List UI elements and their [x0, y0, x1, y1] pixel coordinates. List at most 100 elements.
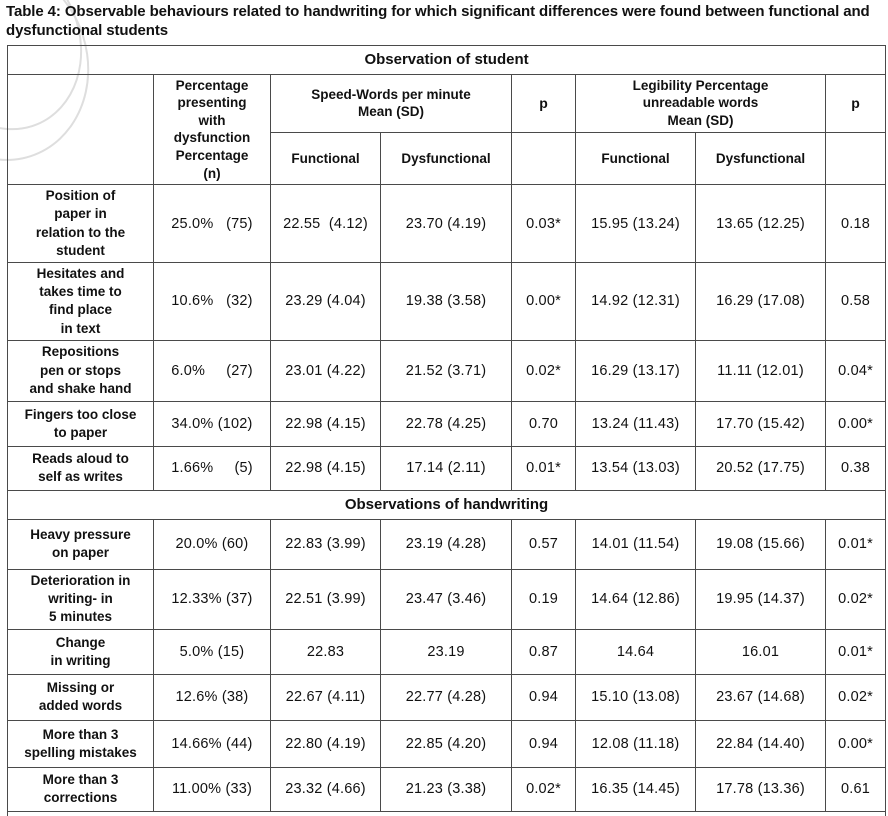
column-header-legibility: Legibility Percentage unreadable words M…	[575, 73, 826, 133]
behaviour-label: Position of paper in relation to the stu…	[7, 184, 154, 263]
observation-table: Observation of student Percentage presen…	[6, 44, 887, 816]
p-speed-cell: 0.02*	[511, 766, 576, 812]
legibility-dysfunctional-cell: 19.08 (15.66)	[695, 518, 826, 570]
speed-dysfunctional-cell: 23.19	[380, 628, 512, 675]
legibility-dysfunctional-cell: 22.84 (14.40)	[695, 719, 826, 768]
speed-functional-cell: 22.83	[270, 628, 381, 675]
speed-functional-cell: 23.32 (4.66)	[270, 766, 381, 812]
table-row: Heavy pressure on paper 20.0% (60) 22.83…	[7, 518, 887, 570]
footnote-row: Significance set p≤ 0.05	[6, 810, 887, 816]
speed-dysfunctional-cell: 23.19 (4.28)	[380, 518, 512, 570]
header-row-upper: Percentage presenting with dysfunction P…	[7, 73, 887, 186]
empty-corner-cell	[7, 73, 154, 186]
speed-dysfunctional-cell: 23.70 (4.19)	[380, 184, 512, 263]
speed-dysfunctional-cell: 21.23 (3.38)	[380, 766, 512, 812]
legibility-functional-cell: 14.01 (11.54)	[575, 518, 696, 570]
table-row: Position of paper in relation to the stu…	[7, 184, 887, 263]
pct-cell: 11.00% (33)	[153, 766, 271, 812]
p-legibility-cell: 0.00*	[824, 400, 887, 447]
p-legibility-cell: 0.18	[824, 184, 887, 263]
legibility-functional-cell: 15.95 (13.24)	[575, 184, 696, 263]
legibility-functional-cell: 16.35 (14.45)	[575, 766, 696, 812]
p-legibility-cell: 0.04*	[824, 339, 887, 402]
behaviour-label: More than 3 corrections	[7, 766, 154, 812]
behaviour-label: Change in writing	[7, 628, 154, 675]
legibility-dysfunctional-cell: 20.52 (17.75)	[695, 445, 826, 491]
pct-cell: 25.0% (75)	[153, 184, 271, 263]
speed-functional-cell: 23.01 (4.22)	[270, 339, 381, 402]
section-band-row: Observation of student	[6, 44, 887, 75]
legibility-dysfunctional-cell: 13.65 (12.25)	[695, 184, 826, 263]
behaviour-label: Deterioration in writing- in 5 minutes	[7, 568, 154, 630]
behaviour-label: Hesitates and takes time to find place i…	[7, 261, 154, 341]
behaviour-label: Reads aloud to self as writes	[7, 445, 154, 491]
speed-functional-cell: 22.51 (3.99)	[270, 568, 381, 630]
speed-functional-cell: 22.55 (4.12)	[270, 184, 381, 263]
behaviour-label: More than 3 spelling mistakes	[7, 719, 154, 768]
section-header-student: Observation of student	[6, 44, 887, 75]
pct-cell: 34.0% (102)	[153, 400, 271, 447]
p-speed-cell: 0.94	[511, 673, 576, 721]
section-band-row: Observations of handwriting	[6, 489, 887, 520]
speed-functional-cell: 22.98 (4.15)	[270, 445, 381, 491]
p-legibility-cell: 0.01*	[824, 628, 887, 675]
speed-dysfunctional-cell: 17.14 (2.11)	[380, 445, 512, 491]
speed-dysfunctional-cell: 21.52 (3.71)	[380, 339, 512, 402]
legibility-functional-cell: 16.29 (13.17)	[575, 339, 696, 402]
legibility-functional-cell: 14.64 (12.86)	[575, 568, 696, 630]
empty-cell	[511, 131, 576, 186]
p-speed-cell: 0.87	[511, 628, 576, 675]
table-row: Hesitates and takes time to find place i…	[7, 261, 887, 341]
subheader-speed-functional: Functional	[270, 131, 381, 186]
speed-dysfunctional-cell: 22.77 (4.28)	[380, 673, 512, 721]
subheader-speed-dysfunctional: Dysfunctional	[380, 131, 512, 186]
speed-functional-cell: 22.98 (4.15)	[270, 400, 381, 447]
speed-dysfunctional-cell: 23.47 (3.46)	[380, 568, 512, 630]
column-header-speed: Speed-Words per minute Mean (SD)	[270, 73, 512, 133]
pct-cell: 12.33% (37)	[153, 568, 271, 630]
speed-functional-cell: 23.29 (4.04)	[270, 261, 381, 341]
subheader-legibility-functional: Functional	[575, 131, 696, 186]
table-row: Fingers too close to paper 34.0% (102) 2…	[7, 400, 887, 447]
speed-functional-cell: 22.67 (4.11)	[270, 673, 381, 721]
speed-functional-cell: 22.83 (3.99)	[270, 518, 381, 570]
speed-functional-cell: 22.80 (4.19)	[270, 719, 381, 768]
legibility-dysfunctional-cell: 17.78 (13.36)	[695, 766, 826, 812]
legibility-dysfunctional-cell: 16.29 (17.08)	[695, 261, 826, 341]
p-speed-cell: 0.70	[511, 400, 576, 447]
p-speed-cell: 0.02*	[511, 339, 576, 402]
empty-cell	[824, 131, 887, 186]
legibility-dysfunctional-cell: 17.70 (15.42)	[695, 400, 826, 447]
p-legibility-cell: 0.02*	[824, 673, 887, 721]
section-header-handwriting: Observations of handwriting	[6, 489, 887, 520]
behaviour-label: Repositions pen or stops and shake hand	[7, 339, 154, 402]
header-row-lower: Functional Dysfunctional Functional Dysf…	[8, 131, 887, 186]
table-row: Deterioration in writing- in 5 minutes 1…	[7, 568, 887, 630]
legibility-dysfunctional-cell: 23.67 (14.68)	[695, 673, 826, 721]
behaviour-label: Fingers too close to paper	[7, 400, 154, 447]
pct-cell: 6.0% (27)	[153, 339, 271, 402]
table-row: Change in writing 5.0% (15) 22.83 23.19 …	[7, 628, 887, 675]
speed-dysfunctional-cell: 22.78 (4.25)	[380, 400, 512, 447]
pct-cell: 12.6% (38)	[153, 673, 271, 721]
legibility-functional-cell: 14.92 (12.31)	[575, 261, 696, 341]
p-legibility-cell: 0.00*	[824, 719, 887, 768]
p-legibility-cell: 0.58	[824, 261, 887, 341]
column-header-p-legibility: p	[824, 73, 887, 133]
p-speed-cell: 0.00*	[511, 261, 576, 341]
p-speed-cell: 0.19	[511, 568, 576, 630]
p-speed-cell: 0.03*	[511, 184, 576, 263]
legibility-functional-cell: 12.08 (11.18)	[575, 719, 696, 768]
legibility-functional-cell: 14.64	[575, 628, 696, 675]
p-speed-cell: 0.01*	[511, 445, 576, 491]
legibility-dysfunctional-cell: 19.95 (14.37)	[695, 568, 826, 630]
p-speed-cell: 0.94	[511, 719, 576, 768]
legibility-functional-cell: 13.24 (11.43)	[575, 400, 696, 447]
p-legibility-cell: 0.38	[824, 445, 887, 491]
p-speed-cell: 0.57	[511, 518, 576, 570]
significance-footnote: Significance set p≤ 0.05	[6, 810, 887, 816]
pct-cell: 14.66% (44)	[153, 719, 271, 768]
subheader-legibility-dysfunctional: Dysfunctional	[695, 131, 826, 186]
legibility-functional-cell: 15.10 (13.08)	[575, 673, 696, 721]
p-legibility-cell: 0.61	[824, 766, 887, 812]
